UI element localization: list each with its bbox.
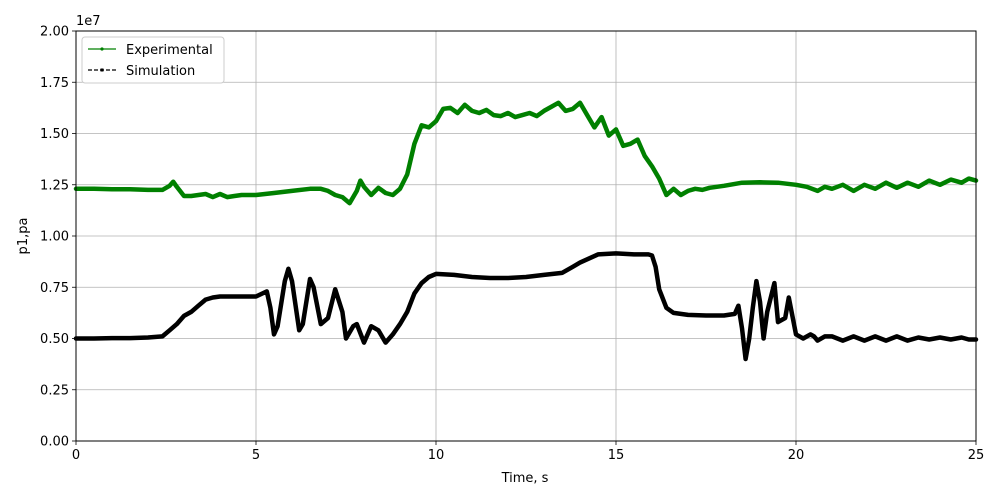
- y-tick-label: 1.75: [40, 76, 69, 91]
- x-tick-label: 15: [608, 448, 625, 463]
- x-tick-label: 10: [428, 448, 445, 463]
- y-tick-label: 0.00: [40, 435, 69, 450]
- y-tick-label: 0.75: [40, 281, 69, 296]
- legend-marker-experimental: [100, 47, 104, 51]
- y-offset-label: 1e7: [76, 14, 101, 29]
- y-tick-label: 1.25: [40, 178, 69, 193]
- y-axis: 0.00 0.25 0.50 0.75 1.00 1.25 1.50 1.75 2.00: [40, 25, 76, 450]
- series-layer: [73, 100, 979, 362]
- x-tick-label: 20: [788, 448, 805, 463]
- x-axis-title: Time, s: [501, 471, 549, 486]
- y-tick-label: 0.25: [40, 383, 69, 398]
- legend-marker-simulation: [100, 68, 104, 72]
- y-axis-title: p1,pa: [16, 218, 31, 255]
- series-line-experimental: [73, 100, 979, 206]
- y-tick-label: 0.50: [40, 332, 69, 347]
- legend-label-experimental: Experimental: [126, 43, 213, 58]
- legend-box: [81, 36, 225, 84]
- x-tick-label: 25: [968, 448, 985, 463]
- legend-label-simulation: Simulation: [126, 64, 195, 79]
- x-tick-label: 5: [252, 448, 260, 463]
- legend-item-experimental: Experimental: [88, 43, 213, 58]
- legend-item-simulation: Simulation: [88, 64, 195, 79]
- y-tick-label: 1.50: [40, 127, 69, 142]
- x-tick-label: 0: [72, 448, 80, 463]
- legend: Experimental Simulation: [81, 36, 225, 84]
- x-axis: 0 5 10 15 20 25: [72, 441, 984, 463]
- y-tick-label: 2.00: [40, 25, 69, 40]
- y-tick-label: 1.00: [40, 230, 69, 245]
- series-line-simulation: [73, 251, 979, 362]
